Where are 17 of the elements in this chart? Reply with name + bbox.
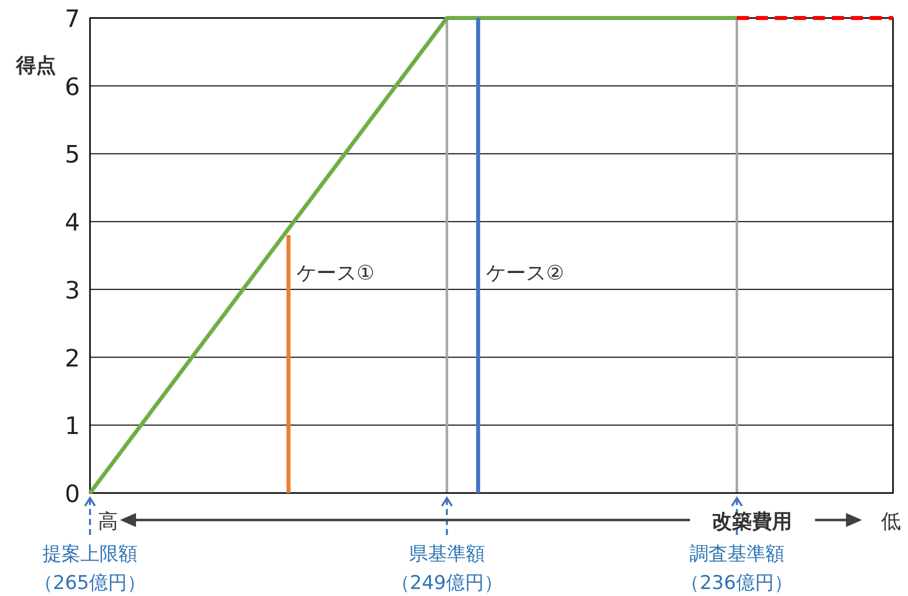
y-axis-title: 得点: [15, 53, 56, 77]
y-tick-label: 1: [64, 412, 80, 440]
text: 高: [98, 509, 118, 533]
x-axis-title: 改築費用: [712, 509, 792, 533]
y-tick-label: 7: [64, 5, 80, 33]
y-tick-label: 5: [64, 140, 80, 169]
x-tick-label: 提案上限額（265億円）: [34, 543, 146, 594]
x-tick-label: 調査基準額（236億円）: [680, 543, 793, 594]
text: 低: [881, 509, 901, 533]
y-tick-label: 6: [64, 72, 80, 101]
series-label: ケース②: [486, 260, 564, 284]
y-tick-label: 0: [64, 480, 80, 508]
series-label: ケース①: [296, 260, 374, 284]
y-tick-label: 3: [64, 276, 80, 304]
y-tick-label: 2: [64, 344, 80, 372]
y-tick-label: 4: [64, 208, 80, 237]
x-tick-label: 県基準額（249億円）: [390, 543, 504, 594]
